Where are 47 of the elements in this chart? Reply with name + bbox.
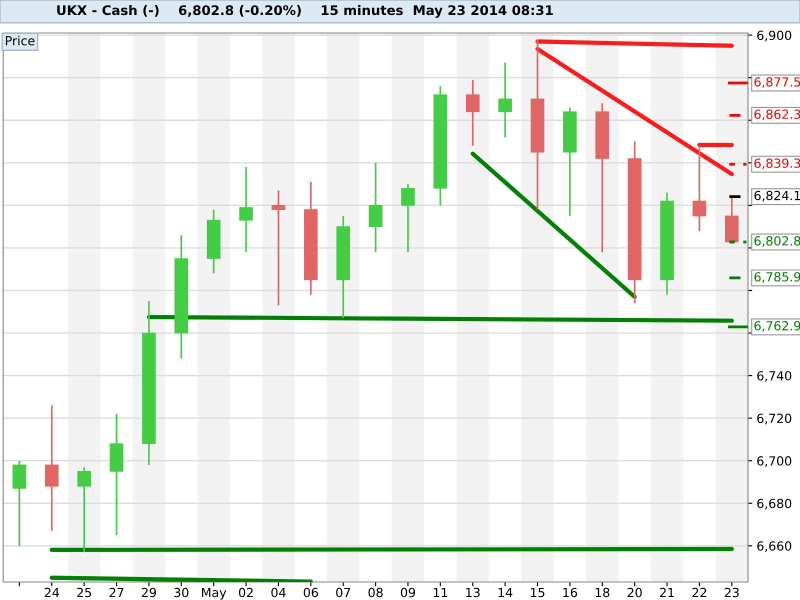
candlestick — [44, 404, 59, 532]
ref-line-label: 6,762.9 — [754, 321, 800, 332]
x-tick-label: 15 — [530, 588, 544, 598]
x-tick-label: 02 — [238, 588, 253, 598]
x-tick-label: 08 — [368, 588, 383, 598]
ref-line-label: 6,839.3 — [754, 158, 800, 170]
x-tick-label: 14 — [498, 588, 512, 598]
x-tick-label: 04 — [271, 588, 286, 598]
candlestick — [77, 466, 91, 554]
y-tick-label: 6,660 — [757, 541, 792, 552]
candlestick — [401, 183, 415, 254]
x-tick-label: 29 — [142, 588, 156, 598]
x-tick-label: 18 — [596, 588, 610, 598]
x-tick-label: 30 — [174, 588, 188, 598]
x-tick-label: 25 — [77, 588, 92, 598]
ref-line-label: 6,785.9 — [754, 272, 800, 283]
ref-line-label: 6,877.5 — [754, 77, 800, 88]
x-tick-label: 21 — [660, 588, 674, 598]
y-tick-label: 6,740 — [757, 371, 792, 382]
y-tick-label: 6,720 — [757, 414, 792, 424]
x-tick-label: 16 — [563, 588, 578, 598]
x-tick-label: May — [202, 588, 226, 600]
x-tick-label: 06 — [304, 588, 318, 598]
ref-line-label: 6,824.1 — [754, 190, 800, 202]
candlestick — [692, 144, 706, 232]
x-tick-label: 24 — [44, 588, 60, 598]
candlestick — [272, 190, 286, 306]
annotation: Price — [6, 36, 35, 46]
chart-title: UKX - Cash (-) 6,802.8 (-0.20%) 15 minutes May 23 2014 08:31 — [57, 4, 553, 18]
x-tick-label: 11 — [434, 588, 448, 598]
x-tick-label: 22 — [692, 588, 706, 598]
x-tick-label: 23 — [724, 588, 739, 598]
ref-line-label: 6,802.8 — [754, 236, 800, 247]
x-tick-label: 07 — [336, 588, 350, 598]
candlestick — [239, 166, 253, 254]
x-tick-label: 20 — [628, 588, 642, 598]
candlestick — [498, 62, 512, 138]
candlestick — [368, 162, 382, 254]
y-tick-label: 6,900 — [757, 30, 792, 42]
candlestick — [12, 460, 26, 547]
x-tick-label: 13 — [466, 588, 480, 598]
x-tick-label: 27 — [110, 588, 124, 598]
candlestick — [466, 78, 480, 147]
y-tick-label: 6,680 — [757, 498, 792, 510]
x-tick-label: 09 — [400, 588, 416, 598]
y-tick-label: 6,700 — [757, 456, 792, 467]
ref-line-label: 6,862.3 — [754, 110, 800, 120]
